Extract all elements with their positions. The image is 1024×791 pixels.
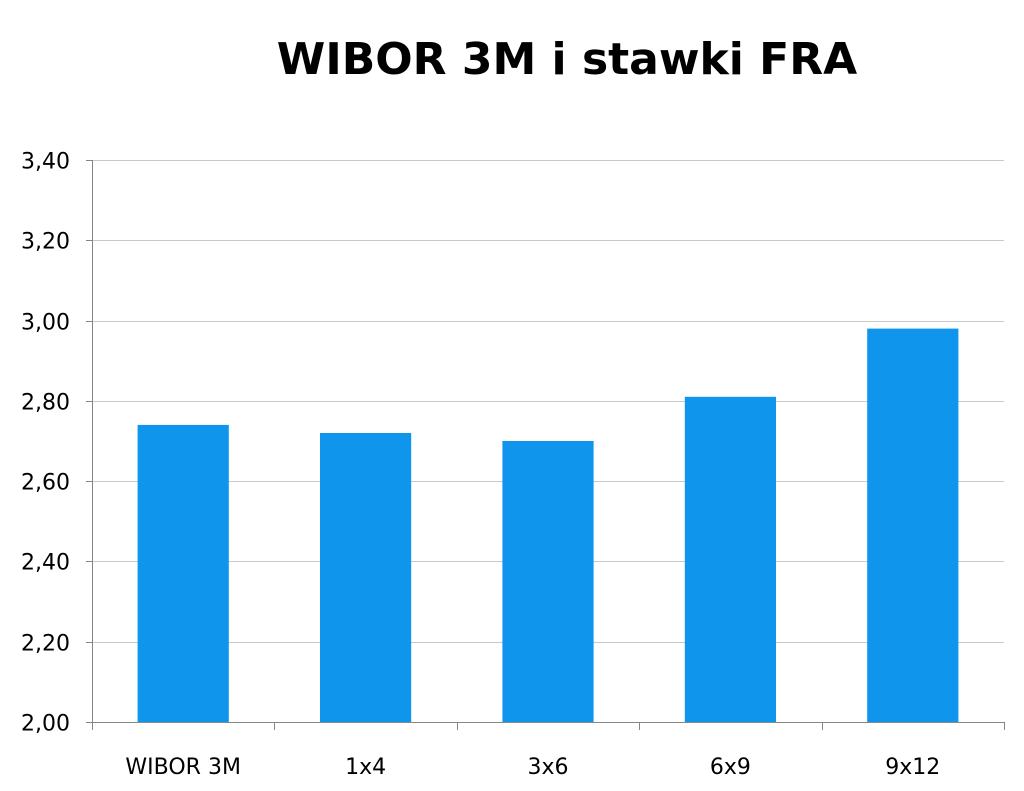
y-tick-label: 2,00 xyxy=(21,712,70,737)
y-tick-label: 2,20 xyxy=(21,632,70,657)
y-axis-tick-labels: 2,00 2,20 2,40 2,60 2,80 3,00 3,20 3,40 xyxy=(21,150,70,737)
y-tick-label: 2,40 xyxy=(21,551,70,576)
y-tick-label: 3,00 xyxy=(21,311,70,336)
bar-wibor-3m xyxy=(137,424,229,722)
y-tick-label: 2,60 xyxy=(21,471,70,496)
x-axis-tick-labels: WIBOR 3M 1x4 3x6 6x9 9x12 xyxy=(125,755,940,780)
axes xyxy=(86,160,1005,730)
bar-9x12 xyxy=(867,328,959,722)
bar-3x6 xyxy=(502,441,594,722)
y-tick-label: 3,20 xyxy=(21,230,70,255)
y-tick-label: 3,40 xyxy=(21,150,70,175)
bars xyxy=(137,328,959,722)
bar-6x9 xyxy=(684,396,776,722)
bar-1x4 xyxy=(320,433,412,722)
x-tick-label: WIBOR 3M xyxy=(125,755,241,780)
x-tick-label: 3x6 xyxy=(527,755,568,780)
x-tick-label: 6x9 xyxy=(710,755,751,780)
chart-title: WIBOR 3M i stawki FRA xyxy=(276,34,858,85)
x-tick-label: 9x12 xyxy=(885,755,940,780)
y-tick-label: 2,80 xyxy=(21,391,70,416)
x-tick-label: 1x4 xyxy=(345,755,386,780)
